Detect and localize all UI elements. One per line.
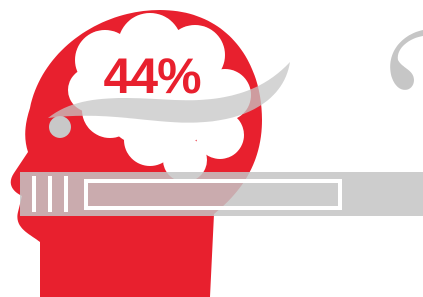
infographic: 44% — [0, 0, 423, 297]
stat-value: 44% — [103, 48, 201, 104]
smoke-curl — [390, 30, 423, 90]
ash-dot — [49, 116, 71, 138]
